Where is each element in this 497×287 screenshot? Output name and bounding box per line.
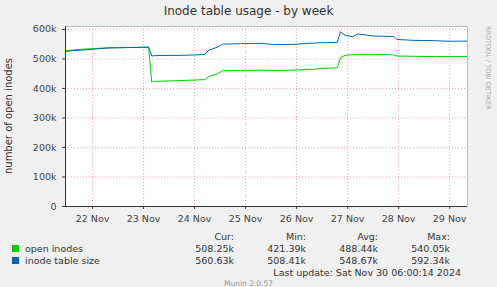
html-text:592.34k: 592.34k bbox=[411, 255, 450, 266]
html-text:Inode table usage - by week: Inode table usage - by week bbox=[163, 4, 334, 18]
svg-text:27 Nov: 27 Nov bbox=[331, 213, 365, 224]
html-text:Avg:: Avg: bbox=[357, 231, 378, 242]
svg-text:25 Nov: 25 Nov bbox=[229, 213, 263, 224]
svg-text:100k: 100k bbox=[33, 171, 57, 182]
html-text:560.63k: 560.63k bbox=[195, 255, 234, 266]
svg-text:300k: 300k bbox=[33, 112, 57, 123]
html-text:508.25k: 508.25k bbox=[195, 243, 234, 254]
svg-text:400k: 400k bbox=[33, 83, 57, 94]
html-text:inode table size: inode table size bbox=[25, 255, 100, 266]
svg-text:200k: 200k bbox=[33, 142, 57, 153]
svg-text:22 Nov: 22 Nov bbox=[76, 213, 110, 224]
svg-text:23 Nov: 23 Nov bbox=[127, 213, 161, 224]
html-text:Min:: Min: bbox=[285, 231, 306, 242]
svg-text:26 Nov: 26 Nov bbox=[280, 213, 314, 224]
svg-text:500k: 500k bbox=[33, 53, 57, 64]
svg-text:28 Nov: 28 Nov bbox=[382, 213, 416, 224]
html-text:Max:: Max: bbox=[427, 231, 450, 242]
html-text:Cur:: Cur: bbox=[214, 231, 234, 242]
html-text:Last update: Sat Nov 30 06:00:: Last update: Sat Nov 30 06:00:14 2024 bbox=[273, 267, 461, 278]
svg-text:0: 0 bbox=[50, 201, 56, 212]
html-text:open inodes: open inodes bbox=[25, 243, 83, 254]
html-text:Munin 2.0.57: Munin 2.0.57 bbox=[224, 279, 273, 287]
html-text:508.41k: 508.41k bbox=[267, 255, 306, 266]
svg-text:number of open inodes: number of open inodes bbox=[3, 58, 14, 174]
html-text:421.39k: 421.39k bbox=[267, 243, 306, 254]
html-text:540.05k: 540.05k bbox=[411, 243, 450, 254]
html-text:488.44k: 488.44k bbox=[339, 243, 378, 254]
svg-text:29 Nov: 29 Nov bbox=[433, 213, 467, 224]
svg-text:24 Nov: 24 Nov bbox=[178, 213, 212, 224]
html-text:548.67k: 548.67k bbox=[339, 255, 378, 266]
svg-text:RRDTOOL / TOBI OETIKER: RRDTOOL / TOBI OETIKER bbox=[484, 26, 492, 110]
svg-text:600k: 600k bbox=[33, 23, 57, 34]
